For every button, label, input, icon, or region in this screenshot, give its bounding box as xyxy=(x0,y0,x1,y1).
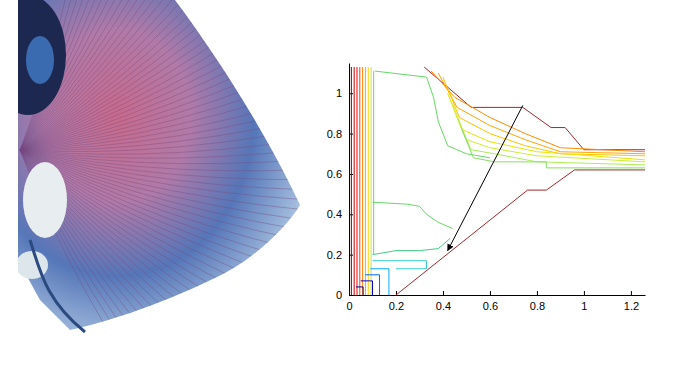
tick: 1 xyxy=(581,291,587,312)
contour-line xyxy=(371,67,372,295)
tick-mark xyxy=(631,291,632,295)
fin-rays xyxy=(20,0,360,368)
fin-ray xyxy=(20,150,284,364)
tick-label: 0.4 xyxy=(436,300,451,312)
y-axis: 0 0.2 0.4 0.6 0.8 1 xyxy=(327,64,353,302)
tick-label: 0 xyxy=(336,289,342,301)
tick-label: 0.6 xyxy=(483,300,498,312)
contour-line xyxy=(373,71,374,255)
fin-ray xyxy=(20,108,357,151)
tick-mark xyxy=(349,295,353,296)
arrow xyxy=(448,105,523,250)
tick: 0.6 xyxy=(327,168,353,180)
tick: 1 xyxy=(336,87,353,99)
tick-label: 1 xyxy=(336,87,342,99)
contour-line xyxy=(351,67,352,295)
fin-ray xyxy=(20,150,269,368)
fin-ray xyxy=(20,150,234,368)
fin-ray xyxy=(20,150,215,368)
tick-label: 0.4 xyxy=(327,208,342,220)
fin-ray xyxy=(20,150,312,325)
tick-mark xyxy=(490,291,491,295)
tick: 0.8 xyxy=(530,291,545,312)
contour-line xyxy=(448,93,645,160)
tick: 1.2 xyxy=(624,291,639,312)
tick-label: 0.2 xyxy=(327,249,342,261)
fin-ray xyxy=(20,150,261,368)
tick: 0.4 xyxy=(436,291,451,312)
contour-line xyxy=(443,77,645,156)
contour-line xyxy=(359,67,360,295)
tick-label: 0 xyxy=(346,300,352,312)
tick: 0.8 xyxy=(327,128,353,140)
fin-ray xyxy=(20,150,243,368)
tick: 0.4 xyxy=(327,208,353,220)
x-axis: 0 0.2 0.4 0.6 0.8 1 1.2 xyxy=(346,291,645,312)
tick-label: 1.2 xyxy=(624,300,639,312)
fin-ray xyxy=(20,5,328,150)
bone xyxy=(23,162,67,238)
fin-ray xyxy=(20,0,317,150)
figure: 0 0.2 0.4 0.6 0.8 1 1.2 0 0.2 0.4 0.6 0.8 1 xyxy=(0,0,683,368)
fin-ray xyxy=(20,27,337,150)
vessel xyxy=(30,240,85,332)
contour-line xyxy=(375,71,490,158)
fin-ray xyxy=(20,38,341,150)
fin-ray xyxy=(20,150,360,164)
fin-ray xyxy=(20,16,332,150)
contour-line xyxy=(362,67,363,295)
contour-line xyxy=(356,287,363,295)
fin-ray xyxy=(20,72,351,150)
contour-line xyxy=(368,67,369,295)
tick-label: 0.8 xyxy=(327,128,342,140)
fin-ray xyxy=(20,150,225,368)
tick-label: 0.2 xyxy=(389,300,404,312)
eye-highlight xyxy=(26,36,54,84)
fin-ray xyxy=(20,150,205,368)
fin-ray xyxy=(20,143,360,158)
contour-line xyxy=(361,281,373,295)
contour-line xyxy=(452,103,645,162)
tick-mark xyxy=(537,291,538,295)
contour-line xyxy=(462,130,645,168)
contour-line xyxy=(372,261,426,269)
fin-ray xyxy=(20,150,338,271)
fin-ray xyxy=(20,150,277,368)
tick-label: 0.8 xyxy=(530,300,545,312)
contour-line xyxy=(372,202,452,228)
contour-line xyxy=(438,73,645,154)
tick: 0.2 xyxy=(327,249,353,261)
tick: 0 xyxy=(336,289,353,301)
photo xyxy=(0,0,360,368)
tick-mark xyxy=(443,291,444,295)
tick-mark xyxy=(584,291,585,295)
contour-line xyxy=(396,170,645,295)
fin-ray xyxy=(20,119,359,151)
plot-area xyxy=(351,67,645,295)
contour-line xyxy=(457,117,645,164)
fin-ray xyxy=(20,150,333,282)
contour-line xyxy=(431,71,645,152)
fin-ray xyxy=(20,150,359,180)
tick-label: 0.6 xyxy=(327,168,342,180)
contour-line xyxy=(356,67,357,295)
contour-line xyxy=(372,239,450,255)
photo-edge xyxy=(0,0,18,340)
fin-ray xyxy=(20,150,305,335)
axis-line xyxy=(350,295,646,296)
tick-label: 1 xyxy=(581,300,587,312)
fin-ray xyxy=(20,131,359,154)
fin-ray xyxy=(20,150,252,368)
fin-ray xyxy=(20,150,318,314)
fin-ray xyxy=(20,61,348,150)
axis-line xyxy=(349,64,350,296)
fin-ray xyxy=(20,150,292,354)
fin-ray xyxy=(20,0,322,150)
contour-line xyxy=(354,67,355,295)
fin-ray xyxy=(20,150,323,304)
contour-line xyxy=(365,67,366,295)
fin-ray xyxy=(20,96,356,150)
fin-ray xyxy=(20,150,299,345)
tick: 0.6 xyxy=(483,291,498,312)
